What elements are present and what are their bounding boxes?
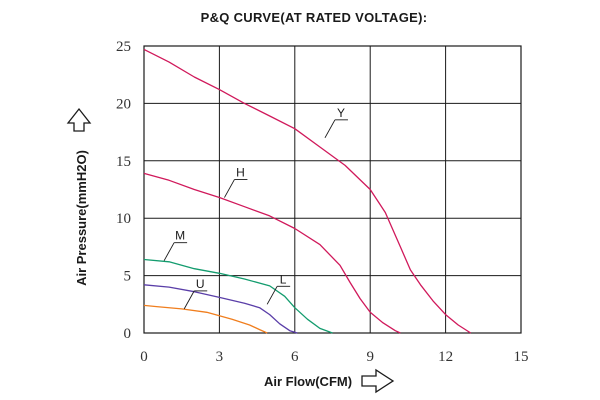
x-tick-label: 0	[140, 349, 148, 365]
x-tick-label: 9	[366, 349, 374, 365]
series-line-u	[143, 304, 268, 334]
series-label-leader	[224, 179, 235, 198]
x-axis-ticks: 0 3 6 9 12 15	[140, 349, 528, 365]
x-tick-label: 12	[438, 349, 453, 365]
right-arrow-icon	[361, 368, 395, 394]
series-label-m: M	[175, 229, 185, 243]
series-label-u: U	[196, 277, 205, 291]
series-lines	[143, 48, 472, 334]
series-label-y: Y	[337, 106, 345, 120]
x-tick-label: 6	[291, 349, 299, 365]
series-label-leader	[163, 242, 175, 261]
series-label-leader	[266, 286, 278, 305]
x-tick-label: 15	[514, 349, 529, 365]
series-line-y	[143, 48, 472, 334]
y-tick-label: 5	[124, 269, 132, 285]
y-tick-label: 25	[116, 39, 131, 55]
x-tick-label: 3	[216, 349, 224, 365]
series-label-l: L	[280, 272, 287, 286]
y-axis-ticks: 0 5 10 15 20 25	[116, 39, 131, 342]
series-line-h	[143, 172, 401, 334]
series-label-leader	[183, 290, 195, 310]
y-tick-label: 0	[124, 326, 132, 342]
series-label-leader	[324, 119, 336, 139]
series-line-l	[143, 284, 298, 334]
series-label-h: H	[236, 166, 245, 180]
y-axis-title: Air Pressure(mmH2O)	[74, 150, 89, 286]
x-axis-title-group: Air Flow(CFM)	[264, 368, 395, 394]
y-tick-label: 10	[116, 211, 131, 227]
y-tick-label: 15	[116, 154, 131, 170]
y-tick-label: 20	[116, 96, 131, 112]
series-line-m	[143, 258, 333, 334]
y-axis-title-group: Air Pressure(mmH2O)	[66, 107, 92, 286]
up-arrow-icon	[66, 107, 92, 132]
series-labels: Y H M L U	[163, 106, 348, 310]
chart-title: P&Q CURVE(AT RATED VOLTAGE):	[201, 10, 428, 25]
x-axis-title: Air Flow(CFM)	[264, 374, 352, 389]
